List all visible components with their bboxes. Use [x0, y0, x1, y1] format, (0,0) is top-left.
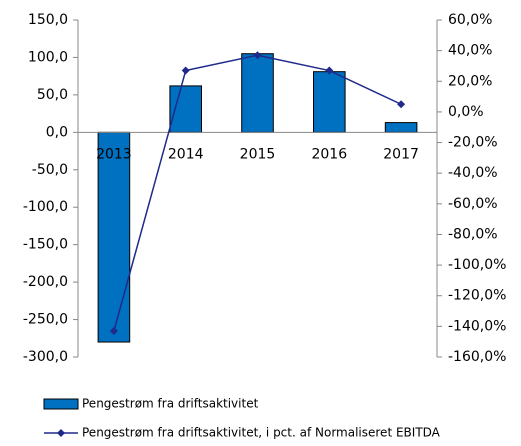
y2-tick-label: -80,0% — [448, 226, 498, 242]
marker — [325, 66, 334, 75]
legend-label: Pengestrøm fra driftsaktivitet, i pct. a… — [82, 426, 441, 440]
y-tick-label: 50,0 — [37, 87, 68, 103]
bar — [97, 131, 131, 343]
y2-tick-label: 40,0% — [448, 43, 492, 59]
y2-tick-label: -40,0% — [448, 165, 498, 181]
y-tick-label: -300,0 — [23, 349, 68, 365]
y2-tick-label: -20,0% — [448, 135, 498, 151]
legend-marker — [57, 429, 65, 437]
legend-swatch — [43, 398, 79, 410]
marker — [181, 66, 190, 75]
x-tick-label: 2017 — [383, 146, 419, 162]
y-tick-label: -150,0 — [23, 237, 68, 253]
y2-tick-label: -100,0% — [448, 257, 506, 273]
marker — [109, 326, 118, 335]
x-tick-label: 2014 — [168, 146, 204, 162]
y-tick-label: 0,0 — [46, 124, 68, 140]
x-tick-label: 2015 — [240, 146, 276, 162]
y-tick-label: -250,0 — [23, 312, 68, 328]
legend-label: Pengestrøm fra driftsaktivitet — [82, 397, 259, 411]
y2-tick-label: -60,0% — [448, 196, 498, 212]
x-tick-label: 2013 — [96, 146, 132, 162]
y2-tick-label: 60,0% — [448, 12, 492, 28]
y-tick-label: 150,0 — [28, 12, 68, 28]
bar — [241, 53, 274, 133]
y2-tick-label: 20,0% — [448, 73, 492, 89]
y-tick-label: -50,0 — [32, 162, 68, 178]
bar — [313, 71, 346, 133]
y-tick-label: -200,0 — [23, 274, 68, 290]
y-tick-label: 100,0 — [28, 49, 68, 65]
y2-tick-label: -160,0% — [448, 349, 506, 365]
x-tick-label: 2016 — [311, 146, 347, 162]
bar — [384, 122, 418, 133]
y-tick-label: -100,0 — [23, 199, 68, 215]
y2-tick-label: -140,0% — [448, 318, 506, 334]
marker — [397, 100, 406, 109]
y2-tick-label: -120,0% — [448, 288, 506, 304]
y2-tick-label: 0,0% — [448, 104, 484, 120]
marker — [253, 51, 262, 60]
